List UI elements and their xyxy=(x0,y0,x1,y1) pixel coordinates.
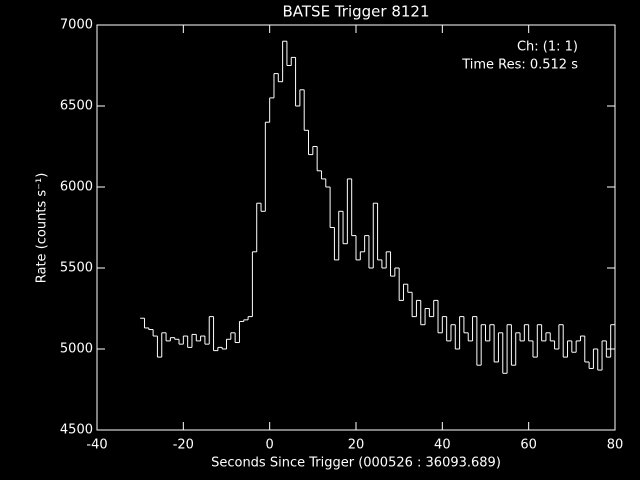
chart-title: BATSE Trigger 8121 xyxy=(283,3,430,21)
x-tick-label: 40 xyxy=(434,438,451,453)
x-tick-label: 80 xyxy=(607,438,624,453)
y-axis-label: Rate (counts s⁻¹) xyxy=(35,173,50,284)
plot-frame xyxy=(96,24,616,431)
y-tick-label: 5000 xyxy=(60,342,93,357)
x-axis-label: Seconds Since Trigger (000526 : 36093.68… xyxy=(211,456,501,471)
x-tick-label: -20 xyxy=(173,438,194,453)
annotation: Time Res: 0.512 s xyxy=(461,58,578,73)
y-tick-label: 6000 xyxy=(60,180,93,195)
y-tick-label: 4500 xyxy=(60,423,93,438)
x-tick-label: 60 xyxy=(520,438,537,453)
y-tick-label: 6500 xyxy=(60,99,93,114)
x-tick-label: -40 xyxy=(86,438,107,453)
x-tick-label: 20 xyxy=(348,438,365,453)
y-tick-label: 5500 xyxy=(60,261,93,276)
y-tick-label: 7000 xyxy=(60,18,93,33)
annotation: Ch: (1: 1) xyxy=(517,40,578,55)
x-tick-label: 0 xyxy=(266,438,274,453)
